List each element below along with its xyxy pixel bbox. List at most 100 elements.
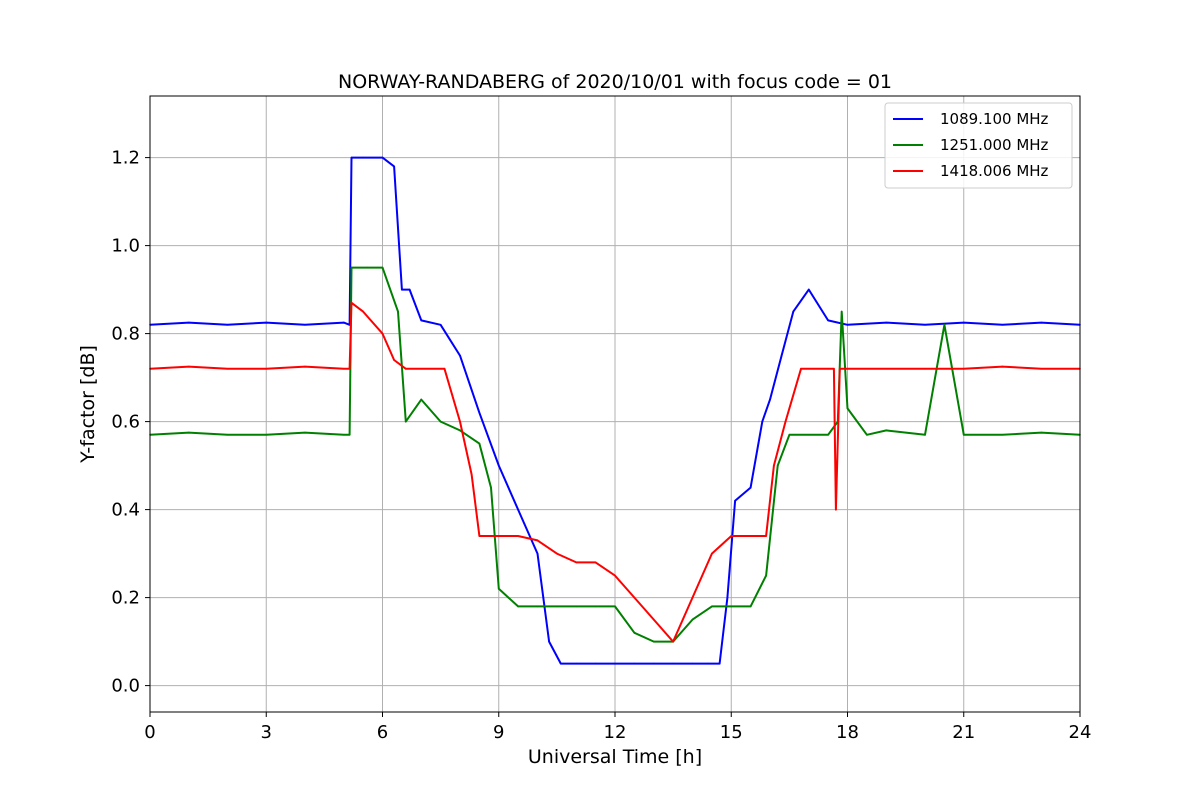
- data-point: [575, 561, 578, 564]
- data-point: [773, 464, 775, 467]
- data-point: [672, 662, 674, 665]
- data-point: [556, 552, 558, 555]
- data-point: [497, 588, 500, 590]
- data-point: [652, 640, 655, 643]
- data-point: [575, 662, 578, 665]
- data-point: [726, 596, 729, 599]
- data-point: [226, 434, 229, 436]
- data-point: [633, 632, 636, 634]
- data-point: [350, 156, 353, 159]
- data-point: [924, 324, 926, 326]
- data-point: [614, 605, 616, 608]
- data-point: [652, 618, 655, 621]
- data-point: [348, 368, 351, 370]
- x-ticks: 0 3 6 9 12 15 18 21 24: [144, 712, 1091, 743]
- x-tick-label: 18: [836, 722, 859, 743]
- data-point: [404, 420, 407, 423]
- data-point: [187, 431, 190, 434]
- x-tick-label: 21: [952, 722, 975, 743]
- data-point: [840, 310, 843, 313]
- legend-entry-1: 1251.000 MHz: [940, 136, 1049, 154]
- data-point: [833, 368, 835, 370]
- data-point: [614, 574, 616, 577]
- data-point: [478, 535, 481, 537]
- x-tick-label: 24: [1069, 722, 1092, 743]
- data-point: [718, 662, 721, 665]
- data-point: [846, 368, 849, 370]
- data-point: [265, 321, 268, 324]
- y-tick-label: 0.6: [111, 412, 140, 433]
- y-tick-label: 1.2: [111, 148, 140, 169]
- data-point: [761, 420, 764, 423]
- data-point: [362, 156, 364, 159]
- data-point: [381, 266, 384, 269]
- data-point: [749, 486, 752, 489]
- data-point: [827, 368, 829, 370]
- data-point: [459, 354, 461, 357]
- data-point: [420, 398, 423, 401]
- data-point: [401, 288, 403, 291]
- data-point: [517, 508, 519, 511]
- data-point: [846, 324, 849, 326]
- data-point: [342, 434, 345, 436]
- data-point: [470, 473, 473, 476]
- data-point: [792, 310, 795, 313]
- data-point: [652, 662, 655, 665]
- data-point: [800, 368, 802, 370]
- data-point: [304, 365, 306, 368]
- data-point: [366, 266, 368, 269]
- x-tick-label: 15: [720, 722, 743, 743]
- data-point: [381, 332, 384, 335]
- data-point: [835, 508, 837, 511]
- data-point: [788, 434, 791, 436]
- data-point: [536, 539, 539, 542]
- data-point: [265, 368, 268, 370]
- data-point: [827, 434, 829, 436]
- data-point: [784, 420, 787, 423]
- data-point: [397, 310, 399, 313]
- y-axis-label: Y-factor [dB]: [77, 345, 99, 464]
- series-lines: [149, 156, 1081, 665]
- y-tick-label: 0.0: [111, 676, 140, 697]
- data-point: [420, 319, 423, 322]
- data-point: [749, 535, 752, 537]
- data-point: [807, 368, 810, 370]
- data-point: [517, 535, 519, 537]
- data-point: [556, 605, 558, 608]
- data-point: [730, 605, 733, 608]
- data-point: [885, 429, 888, 432]
- data-point: [497, 535, 500, 537]
- data-point: [594, 561, 597, 564]
- data-point: [1001, 434, 1004, 436]
- data-point: [548, 640, 550, 643]
- data-point: [711, 552, 713, 555]
- data-point: [1001, 324, 1004, 326]
- data-point: [633, 596, 636, 599]
- data-point: [1040, 431, 1043, 434]
- data-point: [691, 618, 694, 621]
- data-point: [924, 434, 926, 436]
- data-point: [866, 434, 868, 436]
- data-point: [776, 464, 779, 467]
- data-point: [536, 552, 539, 555]
- data-point: [350, 302, 353, 304]
- data-point: [691, 662, 694, 665]
- x-tick-label: 0: [144, 722, 155, 743]
- legend-box: [884, 102, 1073, 189]
- data-point: [304, 431, 306, 434]
- x-axis-label: Universal Time [h]: [528, 746, 702, 768]
- data-point: [885, 368, 888, 370]
- legend: 1089.100 MHz 1251.000 MHz 1418.006 MHz: [884, 102, 1073, 189]
- data-point: [459, 420, 461, 423]
- data-point: [594, 662, 597, 665]
- y-tick-label: 0.8: [111, 324, 140, 345]
- data-point: [226, 324, 229, 326]
- data-point: [807, 288, 810, 291]
- data-point: [1040, 368, 1043, 370]
- x-tick-label: 6: [377, 722, 388, 743]
- data-point: [265, 434, 268, 436]
- data-point: [765, 574, 767, 577]
- legend-entry-0: 1089.100 MHz: [940, 110, 1049, 128]
- data-point: [490, 486, 492, 489]
